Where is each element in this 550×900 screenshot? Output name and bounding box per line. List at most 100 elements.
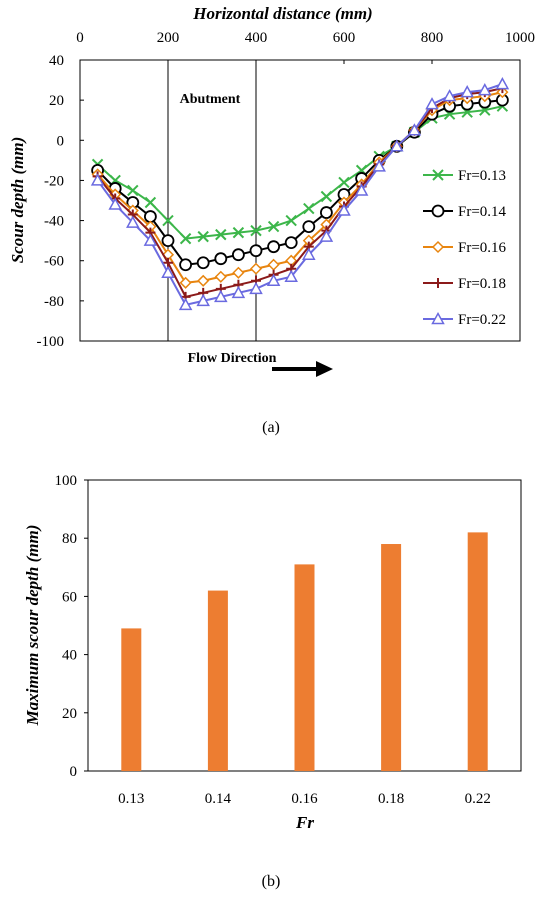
data-point-marker: [250, 224, 262, 237]
y-tick-label: 20: [62, 706, 77, 722]
data-point-marker: [432, 169, 444, 181]
data-point-marker: [302, 247, 316, 260]
data-point-marker: [284, 269, 298, 283]
data-point-marker: [319, 206, 333, 219]
data-point-marker: [197, 274, 210, 287]
x-tick-label: 0: [76, 30, 84, 46]
data-point-marker: [161, 234, 175, 248]
y-tick-label: 80: [62, 531, 77, 547]
data-point-marker: [320, 190, 333, 203]
chart-a-legend: Fr=0.13 Fr=0.14 Fr=0.16 Fr=0.18 Fr=0.22: [423, 168, 507, 328]
y-tick-label: 40: [49, 53, 64, 69]
chart-a: Horizontal distance (mm) 0 200 400 600 800 10…: [8, 4, 535, 436]
data-point-marker: [390, 139, 404, 152]
x-tick-label: 400: [245, 30, 268, 46]
data-point-marker: [431, 240, 445, 254]
data-point-marker: [231, 248, 245, 262]
chart-b-y-ticks: 100 80 60 40 20 0: [55, 473, 88, 780]
x-tick-label: 1000: [505, 30, 535, 46]
data-point-marker: [338, 176, 350, 189]
y-tick-label: 0: [57, 133, 65, 149]
data-point-marker: [302, 220, 316, 233]
data-point-marker: [267, 258, 280, 271]
data-point-marker: [196, 256, 210, 270]
y-tick-label: 20: [49, 93, 64, 109]
data-point-marker: [249, 281, 263, 295]
bar-0.14: [207, 590, 228, 771]
y-tick-label: 100: [55, 473, 78, 489]
legend-label: Fr=0.16: [458, 240, 507, 256]
legend-label: Fr=0.14: [458, 204, 507, 220]
chart-a-plot-frame: [79, 59, 521, 342]
data-point-marker: [214, 252, 228, 266]
data-point-marker: [232, 226, 245, 239]
data-point-marker: [266, 273, 281, 287]
data-point-marker: [196, 293, 210, 307]
legend-item: Fr=0.22: [423, 311, 506, 328]
legend-item: Fr=0.13: [423, 168, 506, 184]
data-point-marker: [161, 265, 175, 279]
chart-a-xlabel: Horizontal distance (mm): [192, 4, 372, 23]
data-point-marker: [197, 230, 209, 243]
flow-arrow-icon: [272, 361, 333, 377]
data-point-marker: [284, 236, 298, 250]
x-tick-label: 0.14: [205, 791, 232, 807]
data-point-marker: [249, 262, 263, 275]
data-point-marker: [372, 159, 386, 172]
data-point-marker: [143, 210, 157, 223]
x-tick-label: 600: [333, 30, 356, 46]
data-point-marker: [108, 197, 122, 210]
x-tick-label: 800: [421, 30, 444, 46]
data-point-marker: [215, 228, 227, 241]
chart-b-x-ticks: 0.13 0.14 0.16 0.18 0.22: [118, 791, 491, 807]
legend-item: Fr=0.18: [423, 276, 506, 292]
y-tick-label: 0: [70, 764, 78, 780]
x-tick-label: 200: [157, 30, 180, 46]
y-tick-label: -20: [44, 173, 64, 189]
y-tick-label: -100: [37, 334, 65, 350]
legend-item: Fr=0.16: [423, 240, 507, 256]
chart-b: 100 80 60 40 20 0 0.13 0.14 0.16 0.18 0.22 Maximu…: [23, 473, 522, 890]
bar-0.13: [121, 628, 142, 771]
data-point-marker: [179, 258, 193, 272]
x-tick-label: 0.13: [118, 791, 144, 807]
data-point-marker: [303, 202, 315, 215]
chart-a-x-ticks: 0 200 400 600 800 1000: [76, 30, 535, 64]
data-point-marker: [407, 123, 422, 136]
bar-0.16: [294, 564, 315, 771]
data-point-marker: [162, 214, 174, 227]
chart-b-panel-label: (b): [262, 873, 281, 890]
data-point-marker: [267, 220, 280, 233]
data-point-marker: [231, 285, 246, 299]
chart-b-xlabel: Fr: [295, 813, 314, 832]
y-tick-label: 40: [62, 648, 77, 664]
bar-0.18: [381, 544, 402, 771]
chart-a-panel-label: (a): [262, 419, 280, 436]
data-point-marker: [90, 173, 105, 186]
abutment-label: Abutment: [180, 92, 241, 107]
series-Fr=0.22: [90, 77, 510, 311]
data-point-marker: [144, 196, 157, 209]
data-point-marker: [214, 289, 228, 303]
data-point-marker: [495, 77, 510, 90]
legend-item: Fr=0.14: [423, 204, 507, 220]
data-point-marker: [179, 276, 192, 289]
data-point-marker: [178, 297, 193, 311]
data-point-marker: [431, 204, 445, 218]
data-point-marker: [442, 89, 457, 102]
chart-a-ylabel: Scour depth (mm): [8, 137, 27, 264]
bar-0.22: [467, 532, 488, 771]
legend-label: Fr=0.22: [458, 312, 506, 328]
data-point-marker: [232, 266, 245, 279]
chart-b-ylabel: Maximum scour depth (mm): [23, 525, 42, 727]
data-point-marker: [478, 83, 492, 96]
x-tick-label: 0.22: [465, 791, 491, 807]
flow-direction-label: Flow Direction: [188, 351, 277, 366]
chart-b-bars: [121, 532, 488, 771]
x-tick-label: 0.18: [378, 791, 404, 807]
legend-label: Fr=0.13: [458, 168, 506, 184]
data-point-marker: [179, 232, 192, 245]
y-tick-label: -80: [44, 294, 64, 310]
series-line: [96, 83, 503, 307]
